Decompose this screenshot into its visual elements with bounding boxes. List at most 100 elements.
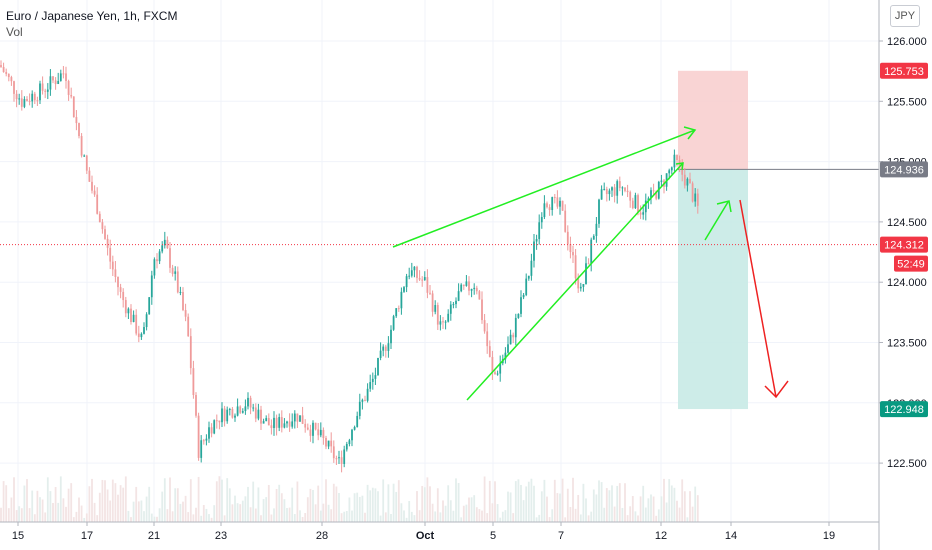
candle-body	[182, 291, 184, 311]
candle-body	[244, 406, 247, 411]
volume-bar	[579, 514, 582, 522]
candle-body	[130, 308, 132, 323]
volume-bar	[530, 478, 533, 522]
volume-bar	[634, 511, 637, 522]
volume-bar	[117, 494, 119, 522]
volume-bar	[192, 514, 195, 522]
candle-body	[637, 195, 639, 213]
volume-bar	[52, 502, 54, 522]
volume-bar	[668, 479, 671, 522]
currency-button[interactable]: JPY	[890, 5, 920, 27]
candle-body	[455, 300, 457, 305]
volume-bar	[62, 498, 65, 522]
price-tick-label: 124.500	[887, 217, 927, 229]
candle-body	[694, 193, 697, 202]
volume-bar	[694, 486, 697, 522]
volume-bar	[0, 507, 2, 522]
candle-body	[106, 238, 109, 248]
candle-body	[174, 271, 177, 274]
candle-body	[145, 314, 148, 328]
volume-bar	[158, 508, 161, 522]
volume-bar	[426, 477, 429, 522]
volume-bar	[592, 489, 595, 522]
volume-bar	[351, 510, 353, 522]
candle-body	[5, 72, 8, 74]
volume-bar	[608, 490, 611, 522]
candle-body	[65, 73, 67, 82]
volume-bar	[499, 517, 502, 522]
volume-bar	[150, 513, 153, 522]
candle-body	[36, 100, 39, 102]
volume-bar	[197, 476, 200, 522]
volume-bar	[83, 517, 86, 522]
volume-bar	[361, 495, 364, 522]
candle-body	[319, 429, 322, 436]
volume-bar	[457, 483, 460, 522]
candle-body	[158, 251, 161, 262]
candle-body	[600, 189, 603, 200]
volume-bar	[535, 517, 538, 522]
time-tick-label: 17	[81, 530, 93, 542]
candle-body	[228, 409, 231, 411]
volume-bar	[275, 488, 278, 522]
volume-bar	[397, 480, 400, 522]
price-tick-label: 124.000	[887, 277, 927, 289]
volume-bar	[106, 489, 109, 522]
forecast-arrowhead	[764, 380, 789, 399]
candle-body	[348, 440, 351, 445]
volume-bar	[587, 515, 590, 522]
volume-bar	[312, 490, 314, 522]
candle-body	[689, 178, 691, 184]
volume-bar	[2, 481, 5, 522]
volume-bar	[309, 488, 312, 522]
volume-bar	[665, 502, 668, 522]
time-tick-label: 19	[823, 530, 835, 542]
candle-body	[686, 178, 689, 186]
volume-bar	[13, 477, 15, 522]
volume-bar	[408, 501, 411, 522]
volume-bar	[390, 513, 392, 522]
candle-body	[41, 83, 44, 91]
candle-body	[218, 420, 221, 423]
volume-bar	[332, 483, 335, 522]
candle-body	[0, 65, 2, 67]
candle-body	[384, 346, 387, 351]
candle-body	[54, 80, 57, 84]
candle-body	[431, 293, 434, 312]
candle-body	[624, 187, 626, 191]
volume-bar	[449, 500, 452, 522]
volume-bar	[553, 479, 556, 522]
volume-bar	[221, 479, 223, 522]
price-tick-label: 122.500	[887, 458, 927, 470]
volume-bar	[340, 513, 343, 522]
volume-bar	[676, 500, 678, 522]
volume-bar	[304, 512, 307, 522]
candle-body	[327, 440, 330, 447]
candle-body	[626, 190, 629, 193]
volume-bar	[148, 486, 151, 522]
time-tick-label: 12	[655, 530, 667, 542]
candle-body	[369, 382, 372, 389]
candle-body	[124, 300, 127, 314]
volume-bar	[613, 506, 616, 522]
volume-bar	[642, 485, 645, 522]
volume-bar	[114, 483, 117, 522]
volume-bar	[410, 511, 413, 522]
candle-body	[78, 123, 80, 137]
time-tick-label: 7	[558, 530, 564, 542]
candle-body	[361, 399, 364, 402]
volume-bar	[520, 484, 522, 522]
volume-bar	[631, 496, 634, 522]
candle-body	[670, 167, 673, 171]
candle-body	[590, 239, 593, 264]
chart-legend: Euro / Japanese Yen, 1h, FXCM Vol	[6, 8, 177, 40]
volume-bar	[26, 479, 28, 522]
volume-bar	[67, 488, 70, 522]
candle-body	[408, 275, 411, 277]
candle-body	[572, 252, 574, 256]
candlesticks	[0, 60, 699, 473]
volume-bar	[509, 492, 512, 522]
volume-bar	[109, 500, 112, 522]
candle-body	[496, 373, 499, 375]
